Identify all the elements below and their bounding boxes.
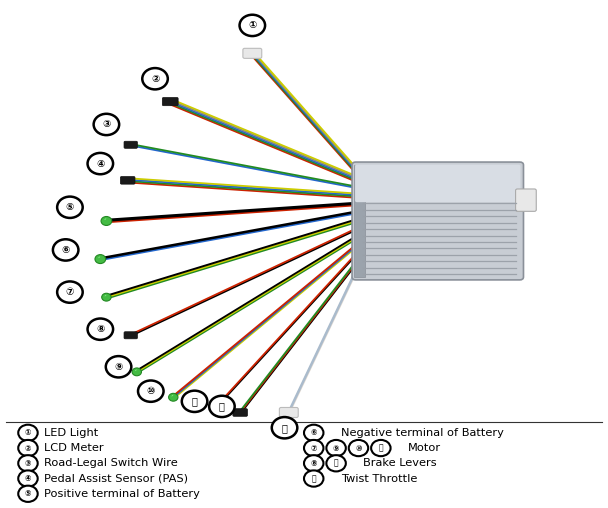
Circle shape: [371, 440, 390, 456]
Text: ③: ③: [25, 459, 31, 468]
Circle shape: [326, 455, 346, 471]
Text: ②: ②: [25, 443, 31, 453]
Circle shape: [57, 281, 83, 303]
Text: ④: ④: [25, 474, 31, 483]
Text: ⑪: ⑪: [192, 396, 198, 406]
Text: ⑫: ⑫: [219, 401, 225, 411]
Text: Road-Legal Switch Wire: Road-Legal Switch Wire: [44, 458, 178, 468]
Text: ②: ②: [151, 74, 159, 84]
Circle shape: [304, 425, 323, 441]
Text: ⑩: ⑩: [147, 386, 155, 396]
FancyBboxPatch shape: [243, 48, 261, 58]
Circle shape: [209, 396, 235, 417]
Circle shape: [304, 470, 323, 487]
Circle shape: [272, 417, 297, 438]
Text: ⑤: ⑤: [25, 489, 31, 498]
FancyBboxPatch shape: [354, 165, 365, 277]
Text: ⑥: ⑥: [311, 428, 317, 437]
Text: ⑫: ⑫: [311, 474, 316, 483]
Circle shape: [168, 393, 178, 401]
Text: Motor: Motor: [408, 443, 441, 453]
Text: ①: ①: [248, 20, 257, 30]
Text: ⑪: ⑪: [334, 459, 339, 468]
Text: Pedal Assist Sensor (PAS): Pedal Assist Sensor (PAS): [44, 473, 188, 484]
Circle shape: [240, 15, 265, 36]
Circle shape: [304, 455, 323, 471]
Circle shape: [132, 368, 142, 376]
Text: LED Light: LED Light: [44, 428, 98, 438]
Text: ①: ①: [25, 428, 31, 437]
Circle shape: [18, 425, 38, 441]
Circle shape: [53, 239, 78, 261]
Text: Brake Levers: Brake Levers: [364, 458, 437, 468]
Text: ⑧: ⑧: [311, 459, 317, 468]
Text: ⑧: ⑧: [96, 324, 105, 334]
Text: Twist Throttle: Twist Throttle: [341, 473, 417, 484]
Text: ④: ④: [96, 158, 105, 169]
FancyBboxPatch shape: [355, 165, 520, 202]
Text: ③: ③: [102, 119, 111, 130]
Text: ⑤: ⑤: [66, 202, 74, 212]
Text: ⑩: ⑩: [355, 443, 362, 453]
Circle shape: [18, 486, 38, 502]
Circle shape: [95, 255, 106, 264]
Circle shape: [18, 470, 38, 487]
FancyBboxPatch shape: [162, 98, 178, 106]
FancyBboxPatch shape: [352, 162, 523, 280]
FancyBboxPatch shape: [209, 404, 223, 411]
Text: ⑬: ⑬: [379, 443, 383, 453]
Circle shape: [88, 319, 113, 340]
Text: Negative terminal of Battery: Negative terminal of Battery: [341, 428, 504, 438]
Text: LCD Meter: LCD Meter: [44, 443, 103, 453]
Circle shape: [88, 153, 113, 174]
Circle shape: [57, 197, 83, 218]
Circle shape: [18, 455, 38, 471]
FancyBboxPatch shape: [516, 189, 536, 211]
Circle shape: [182, 391, 207, 412]
Text: Positive terminal of Battery: Positive terminal of Battery: [44, 489, 199, 499]
FancyBboxPatch shape: [124, 332, 137, 339]
Text: ⑥: ⑥: [61, 245, 70, 255]
Circle shape: [349, 440, 368, 456]
Circle shape: [94, 114, 119, 135]
FancyBboxPatch shape: [279, 407, 298, 418]
Text: ⑦: ⑦: [66, 287, 74, 297]
FancyBboxPatch shape: [120, 176, 135, 184]
FancyBboxPatch shape: [233, 408, 247, 417]
Circle shape: [326, 440, 346, 456]
Circle shape: [102, 293, 111, 301]
FancyBboxPatch shape: [124, 141, 137, 148]
Circle shape: [304, 440, 323, 456]
Circle shape: [101, 216, 112, 226]
Circle shape: [142, 68, 168, 89]
Circle shape: [138, 380, 164, 402]
Circle shape: [18, 440, 38, 456]
Text: ⑨: ⑨: [114, 362, 123, 372]
Text: ⑬: ⑬: [282, 423, 288, 433]
Circle shape: [106, 356, 131, 377]
Text: ⑨: ⑨: [333, 443, 339, 453]
Text: ⑦: ⑦: [311, 443, 317, 453]
